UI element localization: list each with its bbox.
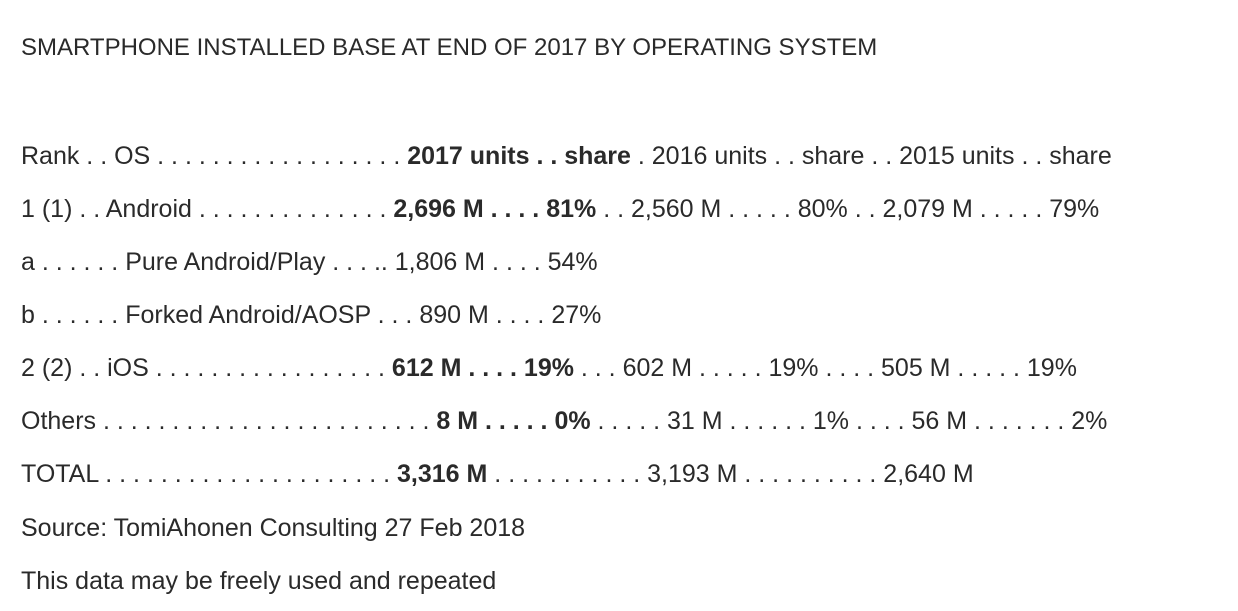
page-title: SMARTPHONE INSTALLED BASE AT END OF 2017… bbox=[21, 34, 878, 61]
others-lead: Others . . . . . . . . . . . . . . . . .… bbox=[21, 407, 437, 435]
total-2017-value: 3,316 M bbox=[397, 460, 488, 488]
ios-2017-values: 612 M . . . . 19% bbox=[391, 354, 574, 382]
header-tail: . 2016 units . . share . . 2015 units . … bbox=[630, 142, 1112, 170]
android-lead: 1 (1) . . Android . . . . . . . . . . . … bbox=[21, 195, 394, 223]
ios-tail: . . . 602 M . . . . . 19% . . . . 505 M … bbox=[573, 354, 1077, 382]
table-row-others: Others . . . . . . . . . . . . . . . . .… bbox=[21, 406, 1107, 436]
table-header-row: Rank . . OS . . . . . . . . . . . . . . … bbox=[21, 141, 1112, 171]
table-row-forked-android: b . . . . . . Forked Android/AOSP . . . … bbox=[21, 301, 602, 329]
header-lead: Rank . . OS . . . . . . . . . . . . . . … bbox=[21, 142, 408, 170]
document-page: SMARTPHONE INSTALLED BASE AT END OF 2017… bbox=[21, 0, 1226, 611]
source-line: Source: TomiAhonen Consulting 27 Feb 201… bbox=[21, 514, 526, 542]
android-2017-values: 2,696 M . . . . 81% bbox=[393, 195, 597, 223]
total-lead: TOTAL . . . . . . . . . . . . . . . . . … bbox=[21, 460, 398, 488]
others-2017-values: 8 M . . . . . 0% bbox=[436, 407, 591, 435]
others-tail: . . . . . 31 M . . . . . . 1% . . . . 56… bbox=[590, 407, 1108, 435]
ios-lead: 2 (2) . . iOS . . . . . . . . . . . . . … bbox=[21, 354, 392, 382]
header-2017-columns: 2017 units . . share bbox=[407, 142, 631, 170]
usage-note: This data may be freely used and repeate… bbox=[21, 567, 497, 595]
table-row-total: TOTAL . . . . . . . . . . . . . . . . . … bbox=[21, 459, 974, 489]
table-row-ios: 2 (2) . . iOS . . . . . . . . . . . . . … bbox=[21, 353, 1077, 383]
table-row-android: 1 (1) . . Android . . . . . . . . . . . … bbox=[21, 194, 1099, 224]
table-row-pure-android: a . . . . . . Pure Android/Play . . . ..… bbox=[21, 248, 598, 276]
total-tail: . . . . . . . . . . . 3,193 M . . . . . … bbox=[487, 460, 974, 488]
android-tail: . . 2,560 M . . . . . 80% . . 2,079 M . … bbox=[596, 195, 1100, 223]
